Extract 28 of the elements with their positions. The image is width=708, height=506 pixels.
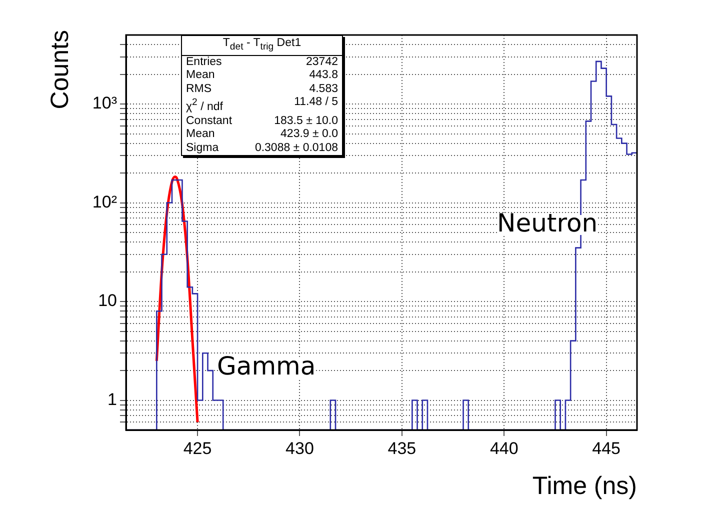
annotation: Sigma: [186, 142, 219, 156]
x-tick-label: 445: [592, 438, 621, 458]
y-tick-label: 10: [98, 291, 117, 310]
y-tick-label: 1: [108, 390, 117, 409]
y-tick-label: 10²: [92, 192, 118, 212]
x-axis-title: Time (ns): [532, 472, 637, 500]
annotation: 183.5 ± 10.0: [274, 114, 338, 128]
annotation: Mean: [186, 128, 215, 142]
x-tick-label: 440: [490, 438, 518, 458]
annotation: 4.583: [309, 82, 338, 96]
annotation: 443.8: [309, 69, 338, 83]
y-axis-title: Counts: [46, 30, 74, 110]
annotation: RMS: [186, 82, 212, 96]
annotation: 0.3088 ± 0.0108: [254, 142, 338, 156]
annotation: Neutron: [497, 208, 598, 238]
annotation: Constant: [186, 114, 232, 128]
x-tick-label: 430: [286, 438, 314, 458]
annotation: Mean: [186, 69, 215, 83]
annotation: χ$^{2}$ / ndf: [186, 96, 223, 115]
x-tick-label: 435: [388, 438, 416, 458]
y-tick-label: 10³: [92, 94, 118, 113]
annotation: 11.48 / 5: [294, 96, 338, 110]
annotation: 423.9 ± 0.0: [280, 128, 338, 142]
annotation: 23742: [306, 56, 338, 70]
x-tick-label: 425: [183, 438, 212, 458]
annotation: Gamma: [217, 352, 316, 380]
annotation: Entries: [186, 56, 222, 70]
annotation: T$_{det}$ - T$_{trig}$ Det1: [182, 36, 342, 56]
